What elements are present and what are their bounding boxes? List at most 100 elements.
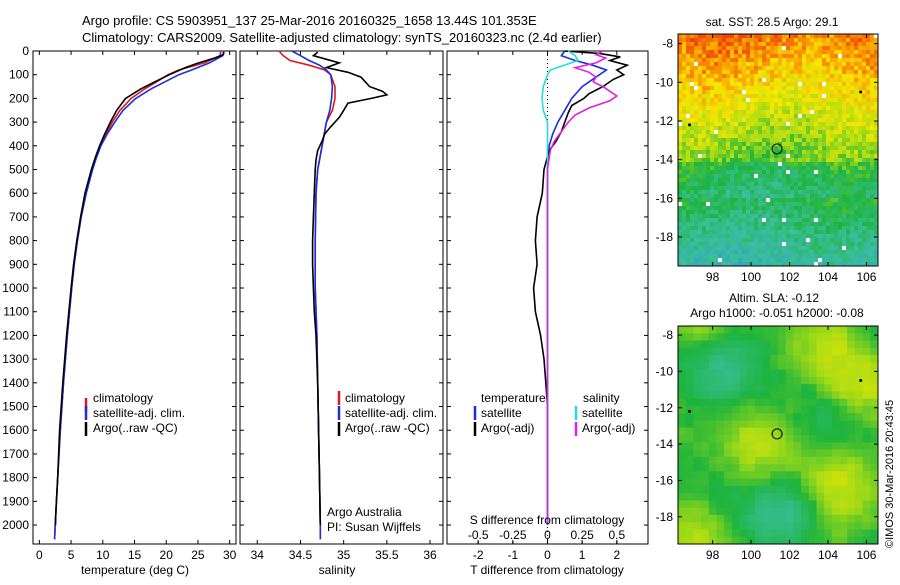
- sla-heatmap-cell: [678, 391, 687, 400]
- sst-heatmap-cell: [846, 210, 851, 215]
- sst-heatmap-cell: [766, 138, 771, 143]
- sst-heatmap-cell: [722, 190, 727, 195]
- sla-heatmap-cell: [693, 355, 702, 363]
- sst-heatmap-cell: [742, 166, 747, 171]
- sst-heatmap-cell: [830, 174, 835, 179]
- sst-heatmap-cell: [750, 242, 755, 247]
- sst-heatmap-cell: [790, 62, 795, 67]
- sst-heatmap-cell: [830, 190, 835, 195]
- sst-heatmap-cell: [822, 226, 827, 231]
- sst-heatmap-cell: [834, 254, 839, 259]
- sst-heatmap-cell: [686, 186, 691, 191]
- sst-heatmap-cell: [758, 198, 763, 203]
- sst-heatmap-cell: [742, 82, 747, 87]
- sst-heatmap-cell: [734, 58, 739, 63]
- sst-heatmap-cell: [694, 114, 699, 119]
- sst-heatmap-cell: [754, 202, 759, 207]
- sla-heatmap-cell: [785, 391, 794, 400]
- sst-heatmap-cell: [690, 110, 695, 115]
- sst-heatmap-cell: [682, 94, 687, 99]
- sst-heatmap-cell: [874, 206, 879, 211]
- sst-heatmap-cell: [850, 250, 855, 255]
- sst-heatmap-cell: [726, 214, 731, 219]
- sst-heatmap-cell: [698, 102, 703, 107]
- sst-heatmap-cell: [774, 86, 779, 91]
- sst-heatmap-cell: [702, 138, 707, 143]
- sst-heatmap-cell: [782, 42, 787, 47]
- sla-heatmap-cell: [678, 522, 687, 530]
- sst-heatmap-cell: [798, 62, 803, 67]
- sst-heatmap-cell: [734, 82, 739, 87]
- sst-heatmap-cell: [854, 242, 859, 247]
- sla-lon-tick-label: 104: [818, 548, 838, 562]
- sst-heatmap-cell: [818, 206, 823, 211]
- sst-heatmap-cell: [706, 250, 711, 255]
- sst-heatmap-cell: [874, 158, 879, 163]
- sst-heatmap-cell: [746, 46, 751, 51]
- sst-heatmap-cell: [682, 46, 687, 51]
- sst-heatmap-cell: [786, 234, 791, 239]
- sst-heatmap-cell: [730, 98, 735, 103]
- cloud-gap-cell: [778, 162, 783, 167]
- sla-heatmap-cell: [678, 405, 687, 414]
- sst-heatmap-cell: [718, 214, 723, 219]
- sst-heatmap-cell: [802, 94, 807, 99]
- sst-heatmap-cell: [706, 254, 711, 259]
- sst-heatmap-cell: [754, 130, 759, 135]
- sla-heatmap-cell: [778, 405, 787, 414]
- sst-map-frame: [677, 33, 879, 267]
- sla-heatmap-cell: [685, 485, 694, 494]
- sst-heatmap-cell: [786, 78, 791, 83]
- sst-heatmap-cell: [738, 90, 743, 95]
- sst-heatmap-cell: [746, 186, 751, 191]
- sst-heatmap-cell: [870, 234, 875, 239]
- sst-heatmap-cell: [774, 74, 779, 79]
- sla-heatmap-cell: [747, 529, 756, 538]
- sla-heatmap-cell: [785, 514, 794, 523]
- sst-heatmap-cell: [810, 174, 815, 179]
- sla-heatmap-cell: [847, 355, 856, 363]
- sst-heatmap-cell: [710, 154, 715, 159]
- sst-heatmap-cell: [866, 166, 871, 171]
- sst-heatmap-cell: [802, 230, 807, 235]
- sst-heatmap-cell: [794, 150, 799, 155]
- sla-heatmap-cell: [754, 391, 764, 400]
- sst-heatmap-cell: [714, 54, 719, 59]
- sla-heatmap-cell: [816, 478, 825, 487]
- sst-heatmap-cell: [702, 130, 707, 135]
- sst-heatmap-cell: [846, 122, 851, 127]
- sst-heatmap-cell: [690, 258, 695, 263]
- difference-series-s-argo: [546, 50, 619, 525]
- sst-heatmap-cell: [742, 42, 747, 47]
- sst-heatmap-cell: [758, 66, 763, 71]
- cloud-gap-cell: [786, 122, 791, 127]
- cloud-gap-cell: [786, 170, 791, 175]
- sst-heatmap-cell: [786, 186, 791, 191]
- sst-heatmap-cell: [694, 142, 699, 147]
- sst-heatmap-cell: [826, 230, 831, 235]
- sst-heatmap-cell: [762, 258, 767, 263]
- sst-heatmap-cell: [786, 34, 791, 39]
- sst-heatmap-cell: [814, 98, 819, 103]
- sst-heatmap-cell: [842, 138, 847, 143]
- sla-heatmap-cell: [870, 413, 879, 421]
- sst-heatmap-cell: [870, 154, 875, 159]
- sst-heatmap-cell: [778, 206, 783, 211]
- cloud-gap-cell: [810, 110, 815, 115]
- sst-heatmap-cell: [698, 226, 703, 231]
- sst-heatmap-cell: [854, 210, 859, 215]
- sst-heatmap-cell: [866, 142, 871, 147]
- sst-heatmap-cell: [862, 194, 867, 199]
- sst-heatmap-cell: [726, 110, 731, 115]
- sst-heatmap-cell: [750, 150, 755, 155]
- sst-heatmap-cell: [754, 122, 759, 127]
- sst-heatmap-cell: [730, 258, 735, 263]
- sst-heatmap-cell: [758, 50, 763, 55]
- sla-heatmap-cell: [793, 326, 802, 334]
- sst-heatmap-cell: [690, 78, 695, 83]
- sst-heatmap-cell: [838, 66, 843, 71]
- sst-heatmap-cell: [678, 142, 683, 147]
- legend-temperature-title: temperature: [481, 391, 546, 405]
- sst-heatmap-cell: [682, 138, 687, 143]
- sst-heatmap-cell: [802, 214, 807, 219]
